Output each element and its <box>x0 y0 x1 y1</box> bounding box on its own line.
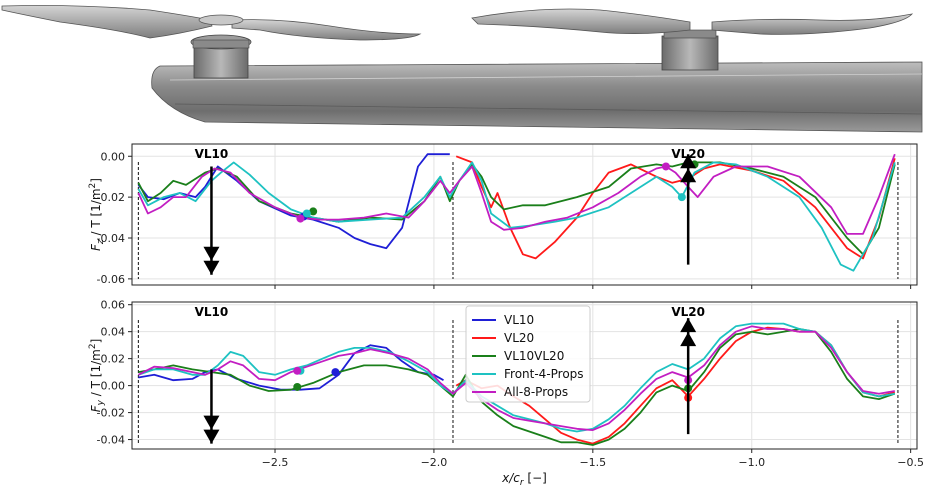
marker-front-4-props <box>302 209 311 218</box>
y-tick-label: 0.00 <box>101 150 126 163</box>
series-line-all-8-props <box>137 153 896 235</box>
panel-1: VL10 VL20 0.00 -0.02 -0.04 -0.06 Fz / T [1/m2] <box>88 143 918 289</box>
marker-all-8-props <box>293 366 302 375</box>
series-line-front-4-props <box>138 322 895 433</box>
y-axis-label-sub: y <box>96 399 106 406</box>
x-tick-label: −0.5 <box>897 456 924 469</box>
y-tick-label: -0.02 <box>97 407 125 420</box>
nacelle-body <box>151 61 923 133</box>
force-arrow-head <box>203 415 220 430</box>
y-tick-label: -0.04 <box>97 232 125 245</box>
marker-vl10vl20 <box>309 207 318 216</box>
right-propeller-blade-right <box>711 13 914 35</box>
legend-label: VL10 <box>504 313 534 327</box>
force-arrow-head <box>203 260 220 275</box>
y-axis-label-end: ] <box>89 339 103 344</box>
y-axis-label-end: ] <box>89 178 103 183</box>
series-line-all-8-props <box>137 325 895 432</box>
x-tick-label: −1.0 <box>738 456 765 469</box>
force-arrow-head <box>680 168 697 183</box>
marker-front-4-props <box>677 193 686 202</box>
legend-label: Front-4-Props <box>504 367 584 381</box>
legend-box <box>465 305 591 403</box>
y-tick-label: 0.04 <box>101 326 126 339</box>
y-axis-label-rest: / T [1/m <box>89 349 103 400</box>
left-spinner <box>198 14 244 26</box>
nacelle-top-line <box>169 73 923 81</box>
y-tick-label: -0.06 <box>97 273 125 286</box>
nacelle-edge-line <box>174 103 923 115</box>
x-tick-label: −2.0 <box>421 456 448 469</box>
left-hub-base <box>193 45 249 79</box>
force-arrow-head <box>203 246 220 261</box>
plot-frame <box>131 143 918 286</box>
marker-vl10vl20 <box>293 382 302 391</box>
left-hub-ring <box>192 39 250 49</box>
left-propeller-blade-left <box>1 5 213 39</box>
marker-all-8-props <box>661 162 670 171</box>
y-tick-label: 0.00 <box>101 380 126 393</box>
x-axis-label-var: x/c <box>501 471 520 485</box>
annotation-label: VL20 <box>671 305 705 319</box>
y-axis-label-sub: z <box>96 239 106 245</box>
y-tick-label: 0.02 <box>101 353 126 366</box>
annotation-label: VL20 <box>671 147 705 161</box>
propeller-nacelle-render <box>1 5 923 133</box>
series-line-vl20 <box>455 155 896 260</box>
x-tick-label: −2.5 <box>262 456 289 469</box>
y-axis-label-sup: 2 <box>88 183 98 189</box>
y-tick-label: -0.04 <box>97 434 125 447</box>
annotation-label: VL10 <box>195 147 229 161</box>
series-line-vl10 <box>138 344 444 391</box>
y-axis-label: Fy / T [1/m2] <box>88 339 106 413</box>
legend-label: VL10VL20 <box>504 349 564 363</box>
legend-label: VL20 <box>504 331 534 345</box>
legend-label: All-8-Props <box>504 385 568 399</box>
series-line-front-4-props <box>137 161 896 272</box>
y-axis-label-sup: 2 <box>88 343 98 349</box>
y-axis-label-var: F <box>89 404 103 412</box>
force-arrow-head <box>680 332 697 347</box>
series-line-vl10 <box>137 153 450 250</box>
left-propeller-blade-right <box>231 19 422 41</box>
force-arrow-head <box>203 429 220 444</box>
annotation-label: VL10 <box>195 305 229 319</box>
y-axis-label-var: F <box>89 243 103 251</box>
marker-vl10 <box>331 368 340 377</box>
force-arrow-head <box>680 318 697 333</box>
right-propeller-blade-left <box>471 8 691 34</box>
series-group <box>137 153 896 272</box>
y-tick-label: 0.06 <box>101 299 126 312</box>
x-tick-label: −1.5 <box>579 456 606 469</box>
series-group <box>137 322 896 446</box>
x-axis-label: x/cr [−] <box>501 471 547 488</box>
x-axis-label-rest: [−] <box>524 471 547 485</box>
marker-all-8-props <box>296 214 305 223</box>
series-line-vl10vl20 <box>138 328 896 446</box>
force-arrow-head <box>680 154 697 169</box>
y-axis-label-rest: / T [1/m <box>89 188 103 239</box>
y-axis-label: Fz / T [1/m2] <box>88 178 106 251</box>
plot-frame <box>131 301 918 450</box>
y-tick-label: -0.02 <box>97 191 125 204</box>
x-axis-label-sub: r <box>520 478 525 488</box>
right-hub-base <box>661 35 719 71</box>
